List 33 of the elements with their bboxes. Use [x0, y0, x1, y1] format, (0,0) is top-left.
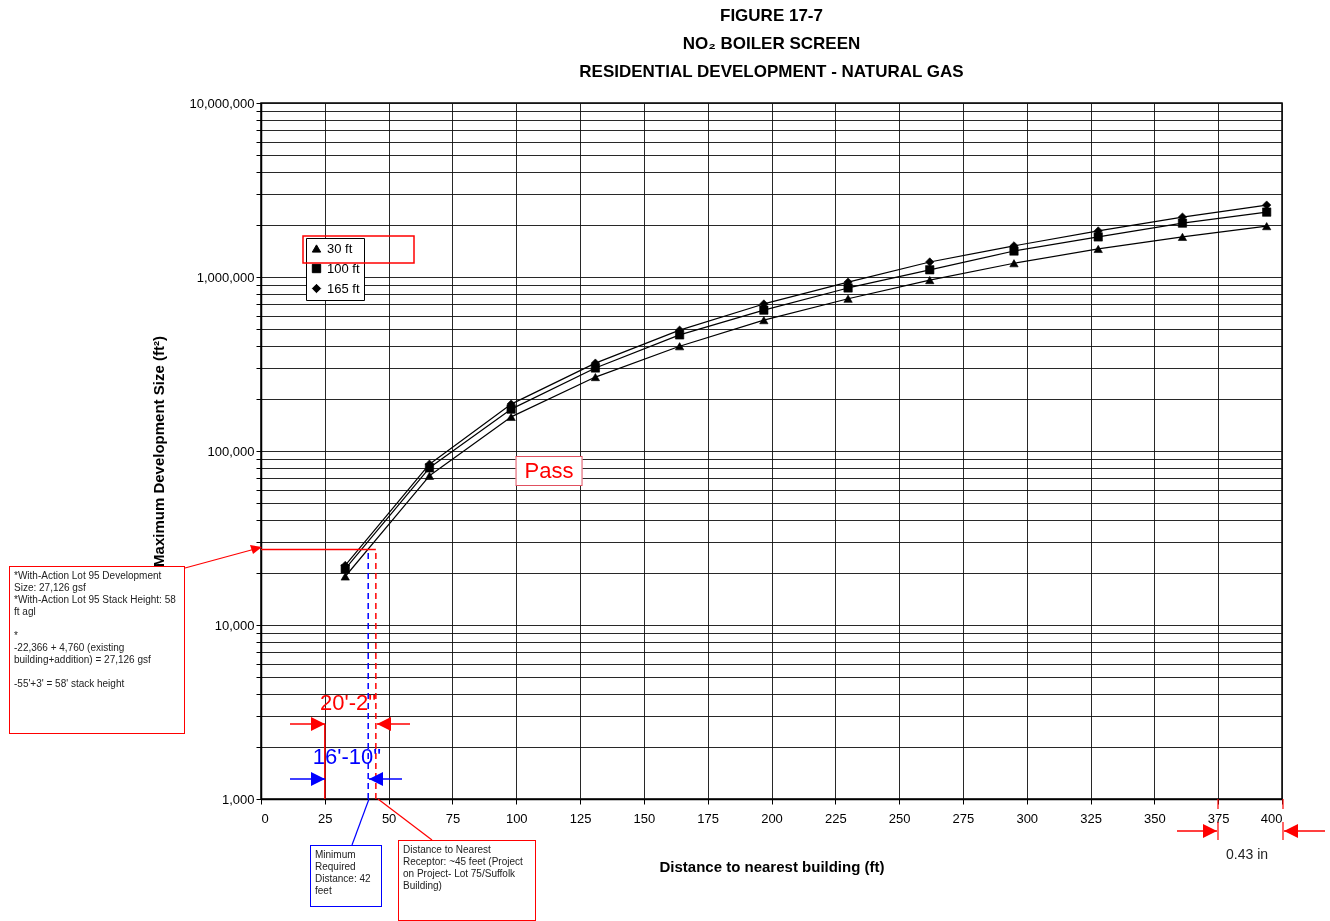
y-axis-title: Maximum Development Size (ft²) — [150, 336, 168, 567]
y-tick-label: 1,000 — [221, 791, 255, 807]
y-tick-label: 100,000 — [207, 443, 255, 459]
x-tick-label: 175 — [697, 810, 720, 826]
text: *With-Action Lot 95 Development Size: 27,126 gsf *With-Action Lot 95 Stack Height: 58 ft agl * -22,366 + 4,760 (existing building+addition) = 27,126 gsf -55'+3' = 58' stack height — [14, 570, 176, 689]
x-tick-label: 200 — [761, 810, 783, 826]
x-tick-label: 50 — [381, 810, 397, 826]
x-tick-label: 300 — [1016, 810, 1039, 826]
x-tick-label: 275 — [952, 810, 975, 826]
x-tick-label: 375 — [1207, 810, 1230, 826]
text: Minimum Required Distance: 42 feet — [310, 845, 382, 907]
text: 0.43 in — [1225, 845, 1270, 864]
x-tick-label: 325 — [1080, 810, 1102, 826]
y-tick-label: 10,000,000 — [189, 95, 255, 111]
legend-label: 165 ft — [327, 280, 360, 296]
x-tick-label: 400 — [1260, 810, 1283, 826]
x-tick-label: 150 — [633, 810, 656, 826]
x-axis-title: Distance to nearest building (ft) — [659, 857, 885, 875]
legend-label: 100 ft — [327, 260, 360, 276]
annotation: Pass — [515, 456, 583, 486]
chart-title: FIGURE 17-7 NO₂ BOILER SCREEN RESIDENTIAL DEVELOPMENT - NATURAL GAS — [579, 6, 964, 81]
y-tick-label: 10,000 — [214, 617, 255, 633]
x-tick-label: 100 — [505, 810, 528, 826]
x-tick-label: 0 — [261, 810, 269, 826]
x-tick-label: 25 — [318, 810, 333, 826]
y-tick-label: 1,000,000 — [196, 269, 255, 285]
text: Distance to Nearest Receptor: ~45 feet (Project on Project- Lot 75/Suffolk Building) — [398, 840, 536, 921]
x-tick-label: 250 — [888, 810, 911, 826]
x-tick-label: 125 — [569, 810, 592, 826]
x-tick-label: 225 — [824, 810, 847, 826]
legend-label: 30 ft — [327, 240, 353, 256]
x-tick-label: 350 — [1144, 810, 1166, 826]
x-tick-label: 75 — [445, 810, 461, 826]
